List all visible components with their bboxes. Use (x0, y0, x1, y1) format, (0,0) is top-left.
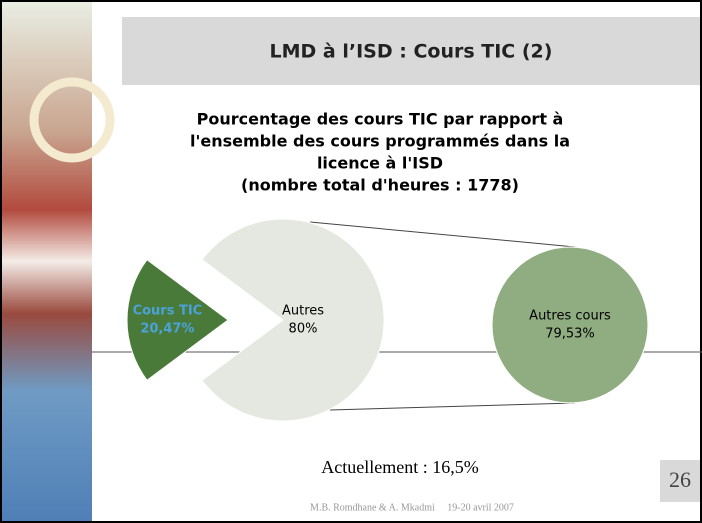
slice-value: 80% (289, 322, 318, 337)
slice-label: Autres cours (529, 309, 611, 324)
note: Actuellement : 16,5% (321, 457, 478, 477)
slice-label: Cours TIC (133, 304, 203, 319)
page-number: 26 (669, 467, 691, 492)
footer: M.B. Romdhane & A. Mkadmi 19-20 avril 20… (310, 502, 514, 513)
chart-title: Pourcentage des cours TIC par rapport à (197, 110, 564, 129)
slide: LMD à l’ISD : Cours TIC (2) Pourcentage … (0, 0, 702, 523)
chart-title: licence à l'ISD (317, 154, 443, 173)
chart-title: (nombre total d'heures : 1778) (241, 176, 519, 195)
slice-label: Autres (282, 304, 324, 319)
chart-title: l'ensemble des cours programmés dans la (190, 132, 570, 151)
slice-value: 20,47% (140, 322, 194, 337)
pie-slice (492, 247, 648, 403)
slice-value: 79,53% (545, 327, 595, 342)
slide-title: LMD à l’ISD : Cours TIC (2) (270, 41, 553, 63)
